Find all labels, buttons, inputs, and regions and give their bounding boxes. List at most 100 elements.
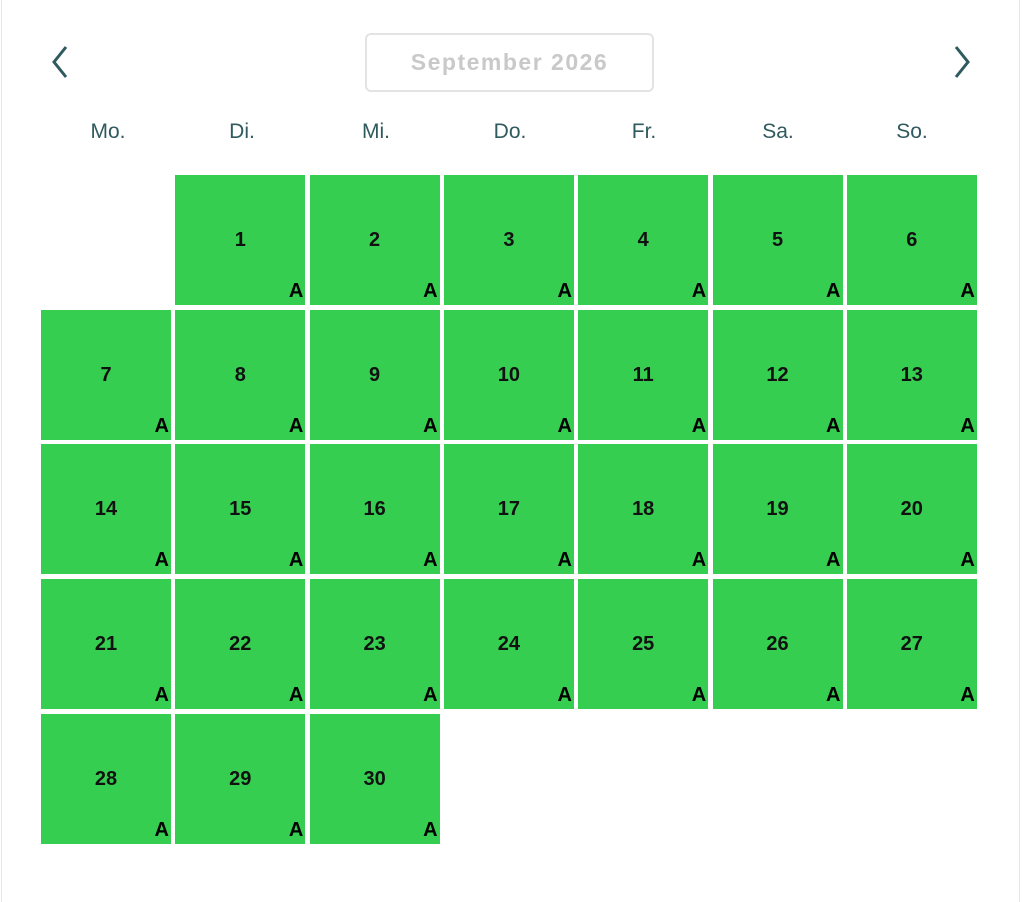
day-number: 27: [900, 633, 923, 656]
day-number: 11: [632, 363, 654, 386]
availability-status: A: [423, 684, 438, 707]
availability-status: A: [423, 818, 438, 841]
availability-status: A: [557, 684, 572, 707]
day-cell[interactable]: 22 A: [175, 579, 306, 710]
day-number: 3: [503, 229, 515, 251]
day-number: 22: [229, 633, 252, 656]
day-number: 12: [766, 363, 789, 386]
availability-status: A: [826, 549, 841, 572]
day-cell[interactable]: 29 A: [175, 713, 306, 844]
day-cell[interactable]: 23 A: [309, 579, 440, 710]
day-number: 14: [94, 498, 118, 521]
availability-status: A: [557, 280, 572, 302]
availability-status: A: [691, 684, 707, 707]
day-cell[interactable]: 14 A: [41, 444, 171, 575]
availability-status: A: [691, 549, 707, 572]
next-month-button[interactable]: [946, 42, 976, 82]
day-number: 6: [906, 229, 918, 251]
availability-status: A: [691, 414, 707, 437]
availability-status: A: [423, 549, 438, 572]
month-label[interactable]: September 2026: [365, 33, 654, 92]
day-number: 26: [766, 633, 789, 656]
day-number: 10: [497, 363, 521, 386]
day-number: 30: [363, 767, 386, 790]
day-cell[interactable]: 20 A: [846, 444, 977, 575]
chevron-left-icon: [52, 46, 68, 78]
availability-status: A: [288, 414, 304, 437]
day-cell[interactable]: 12 A: [712, 309, 843, 440]
day-cell[interactable]: 25 A: [578, 579, 709, 710]
day-cell[interactable]: 19 A: [712, 444, 843, 575]
day-number: 2: [369, 229, 381, 251]
weekday-header: So.: [896, 120, 928, 143]
day-cell[interactable]: 30 A: [309, 713, 440, 844]
availability-status: A: [960, 549, 975, 572]
availability-status: A: [557, 549, 572, 572]
availability-status: A: [826, 684, 841, 707]
day-cell[interactable]: 26 A: [712, 579, 843, 710]
weekday-header: Do.: [493, 120, 527, 143]
day-number: 28: [94, 767, 118, 790]
day-number: 17: [497, 498, 521, 521]
availability-status: A: [826, 414, 841, 437]
availability-status: A: [691, 280, 707, 302]
weekday-header: Mi.: [362, 120, 390, 143]
availability-status: A: [960, 684, 975, 707]
availability-status: A: [154, 414, 169, 437]
availability-status: A: [154, 818, 169, 841]
day-number: 7: [100, 363, 112, 386]
day-number: 15: [229, 498, 252, 521]
availability-status: A: [154, 549, 169, 572]
availability-status: A: [826, 280, 841, 302]
day-number: 21: [94, 633, 118, 656]
availability-status: A: [288, 549, 304, 572]
weekday-header: Mo.: [90, 120, 126, 143]
day-cell[interactable]: 18 A: [578, 444, 709, 575]
availability-status: A: [960, 414, 975, 437]
availability-status: A: [154, 684, 169, 707]
weekday-header: Fr.: [631, 120, 657, 143]
day-cell[interactable]: 27 A: [846, 579, 977, 710]
day-cell[interactable]: 24 A: [443, 579, 574, 710]
day-number: 13: [900, 363, 923, 386]
day-number: 24: [497, 633, 521, 656]
day-number: 23: [363, 633, 386, 656]
availability-status: A: [557, 414, 572, 437]
day-cell[interactable]: 11 A: [578, 309, 709, 440]
day-number: 20: [900, 498, 923, 521]
chevron-right-icon: [954, 46, 970, 78]
day-cell[interactable]: 10 A: [443, 309, 574, 440]
day-number: 29: [229, 767, 252, 790]
day-cell[interactable]: 15 A: [175, 444, 306, 575]
availability-status: A: [288, 684, 304, 707]
availability-status: A: [960, 280, 975, 302]
availability-status: A: [423, 280, 438, 302]
day-number: 25: [632, 633, 655, 656]
day-number: 16: [363, 498, 386, 521]
day-number: 8: [234, 363, 246, 386]
availability-status: A: [423, 414, 438, 437]
day-cell[interactable]: 16 A: [309, 444, 440, 575]
day-number: 19: [766, 498, 789, 521]
day-cell[interactable]: 13 A: [846, 309, 977, 440]
prev-month-button[interactable]: [46, 42, 76, 82]
weekday-header: Sa.: [762, 120, 794, 143]
day-number: 4: [637, 229, 649, 251]
day-number: 5: [771, 229, 784, 251]
day-cell[interactable]: 17 A: [443, 444, 574, 575]
day-cell[interactable]: 28 A: [41, 713, 171, 844]
availability-status: A: [288, 280, 304, 302]
availability-status: A: [288, 818, 304, 841]
day-cell[interactable]: 21 A: [41, 579, 171, 710]
weekday-header: Di.: [229, 120, 255, 143]
